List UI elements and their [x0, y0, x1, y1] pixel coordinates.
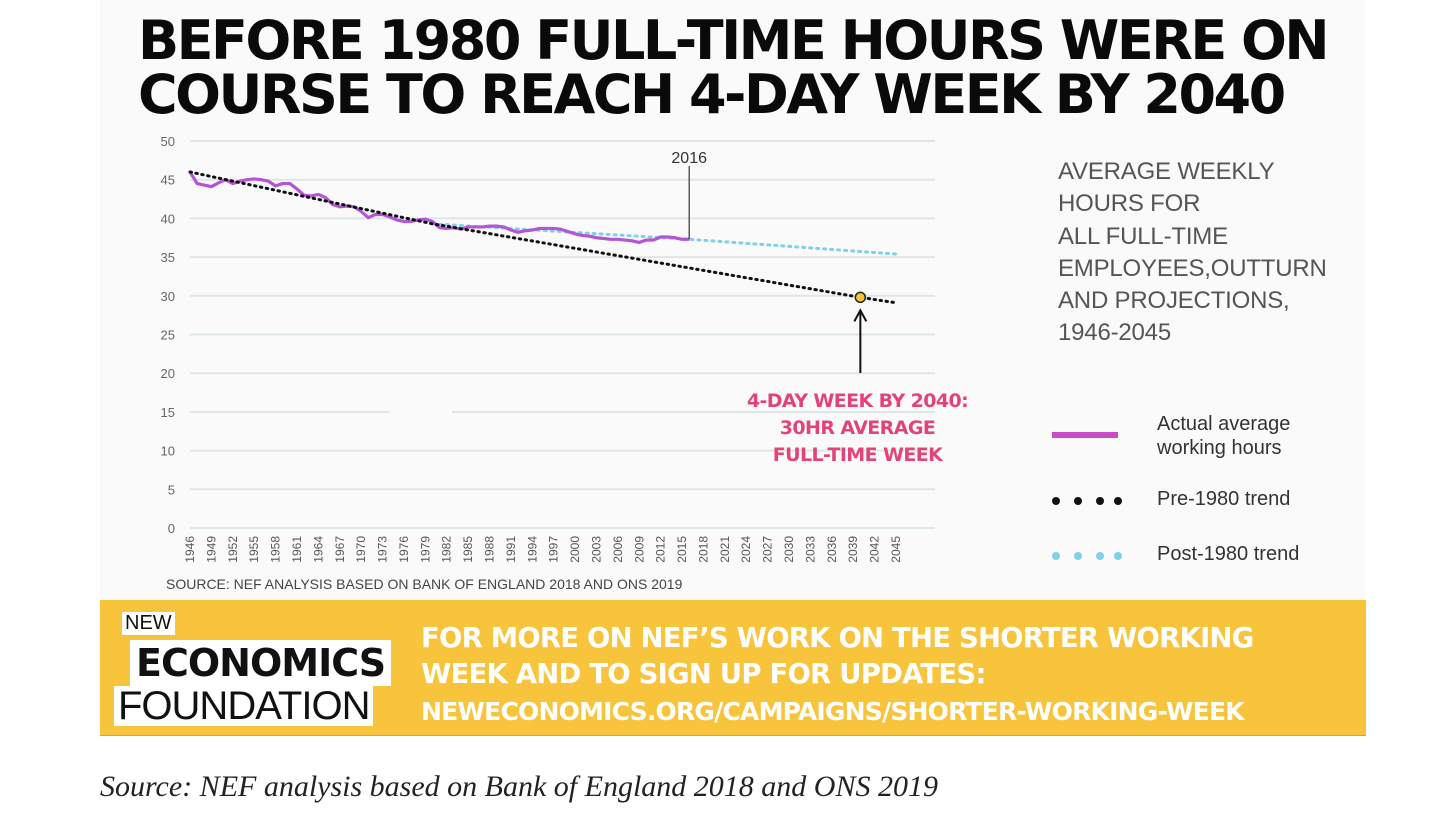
x-tick-label: 2045: [889, 536, 903, 563]
legend-label-post-1980: Post-1980 trend: [1157, 543, 1300, 565]
logo-new-text: NEW: [122, 612, 175, 635]
x-tick-label: 2042: [868, 536, 882, 563]
legend-swatch-post-1980: [1052, 552, 1132, 562]
legend-label-line: working hours: [1157, 437, 1282, 459]
marker-2016-label: 2016: [671, 150, 707, 167]
y-tick-label: 45: [161, 173, 175, 188]
chart-title: AVERAGE WEEKLY HOURS FOR ALL FULL-TIME E…: [1058, 156, 1358, 350]
x-tick-label: 2000: [568, 536, 582, 563]
banner-line: WEEK AND TO SIGN UP FOR UPDATES:: [421, 658, 986, 690]
page-title: BEFORE 1980 FULL-TIME HOURS WERE ON COUR…: [138, 14, 1338, 122]
nef-logo: NEW ECONOMICS FOUNDATION: [112, 610, 402, 726]
arrow-head: [853, 308, 868, 322]
legend-item-post-1980: Post-1980 trend: [1052, 540, 1352, 590]
title-line-2: COURSE TO REACH 4-DAY WEEK BY 2040: [138, 63, 1286, 126]
title-line-1: BEFORE 1980 FULL-TIME HOURS WERE ON: [138, 9, 1330, 72]
y-tick-label: 0: [168, 521, 175, 536]
x-tick-label: 2021: [718, 536, 732, 563]
logo-foundation-text: FOUNDATION: [114, 686, 374, 726]
annotation-line: 30HR AVERAGE: [779, 417, 936, 439]
y-tick-label: 40: [161, 211, 175, 226]
x-tick-label: 2036: [825, 536, 839, 563]
y-tick-label: 50: [161, 134, 175, 149]
legend-label-actual: Actual average working hours: [1157, 412, 1290, 460]
series-post-1980-trend: [430, 222, 898, 256]
x-tick-label: 2015: [675, 536, 689, 563]
chart-title-line: EMPLOYEES,OUTTURN: [1058, 254, 1327, 282]
x-tick-label: 1973: [376, 536, 390, 563]
series-pre-1980-trend: [188, 170, 898, 305]
x-tick-label: 1949: [204, 536, 218, 563]
annotation-line: FULL-TIME WEEK: [772, 444, 943, 466]
x-tick-label: 2012: [654, 536, 668, 563]
promo-banner: NEW ECONOMICS FOUNDATION FOR MORE ON NEF…: [100, 600, 1366, 736]
x-tick-label: 1982: [440, 536, 454, 563]
y-tick-label: 25: [161, 328, 175, 343]
legend-item-actual: Actual average working hours: [1052, 412, 1352, 462]
series-actual-hours: [188, 171, 690, 244]
chart-panel: [100, 0, 1366, 600]
x-tick-label: 1958: [269, 536, 283, 563]
chart-title-line: HOURS FOR: [1058, 190, 1201, 218]
x-tick-label: 2006: [611, 536, 625, 563]
x-tick-label: 2018: [696, 536, 710, 563]
annotation-line: 4-DAY WEEK BY 2040:: [746, 390, 969, 412]
legend-swatch-pre-1980: [1052, 497, 1132, 507]
x-tick-label: 1994: [525, 536, 539, 563]
x-tick-label: 1952: [226, 536, 240, 563]
x-tick-label: 2024: [739, 536, 753, 563]
legend-label-line: Actual average: [1157, 413, 1291, 435]
banner-line: FOR MORE ON NEF’S WORK ON THE SHORTER WO…: [421, 622, 1254, 654]
banner-message: FOR MORE ON NEF’S WORK ON THE SHORTER WO…: [421, 620, 1361, 730]
banner-url-link[interactable]: NEWECONOMICS.ORG/CAMPAIGNS/SHORTER-WORKI…: [421, 697, 1245, 726]
x-tick-label: 1991: [504, 536, 518, 563]
legend-label-pre-1980: Pre-1980 trend: [1157, 488, 1291, 510]
x-tick-label: 2039: [846, 536, 860, 563]
y-tick-label: 15: [161, 405, 175, 420]
x-tick-label: 1964: [311, 536, 325, 563]
image-caption: Source: NEF analysis based on Bank of En…: [100, 770, 938, 803]
x-tick-label: 1985: [461, 536, 475, 563]
x-tick-label: 2003: [589, 536, 603, 563]
legend-item-pre-1980: Pre-1980 trend: [1052, 485, 1352, 535]
x-tick-label: 1988: [483, 536, 497, 563]
x-tick-label: 1979: [418, 536, 432, 563]
line-chart: 0 5 10 15 20 25 30 35 40 45 50 1946 1949 1952 1955 1958…: [161, 134, 935, 563]
x-tick-label: 1961: [290, 536, 304, 563]
x-tick-label: 2033: [803, 536, 817, 563]
logo-economics-text: ECONOMICS: [130, 640, 392, 686]
y-tick-label: 20: [161, 366, 175, 381]
legend-swatch-actual: [1052, 432, 1118, 438]
x-tick-label: 1967: [333, 536, 347, 563]
four-day-week-annotation: 4-DAY WEEK BY 2040: 30HR AVERAGE FULL-TI…: [735, 388, 980, 469]
chart-title-line: ALL FULL-TIME: [1058, 222, 1228, 250]
x-tick-label: 1955: [247, 536, 261, 563]
x-tick-label: 1970: [354, 536, 368, 563]
chart-title-line: AND PROJECTIONS,: [1058, 287, 1290, 315]
x-tick-label: 1946: [183, 536, 197, 563]
chart-source-note: SOURCE: NEF ANALYSIS BASED ON BANK OF EN…: [166, 576, 683, 592]
y-tick-label: 30: [161, 289, 175, 304]
y-tick-label: 5: [168, 482, 175, 497]
y-tick-label: 35: [161, 250, 175, 265]
chart-title-line: AVERAGE WEEKLY: [1058, 158, 1275, 185]
x-tick-label: 1997: [547, 536, 561, 563]
x-tick-label: 2027: [761, 536, 775, 563]
chart-title-line: 1946-2045: [1058, 319, 1171, 347]
target-point-2040: [854, 291, 867, 304]
y-tick-label: 10: [161, 444, 175, 459]
x-tick-label: 1976: [397, 536, 411, 563]
x-tick-label: 2030: [782, 536, 796, 563]
x-tick-label: 2009: [632, 536, 646, 563]
